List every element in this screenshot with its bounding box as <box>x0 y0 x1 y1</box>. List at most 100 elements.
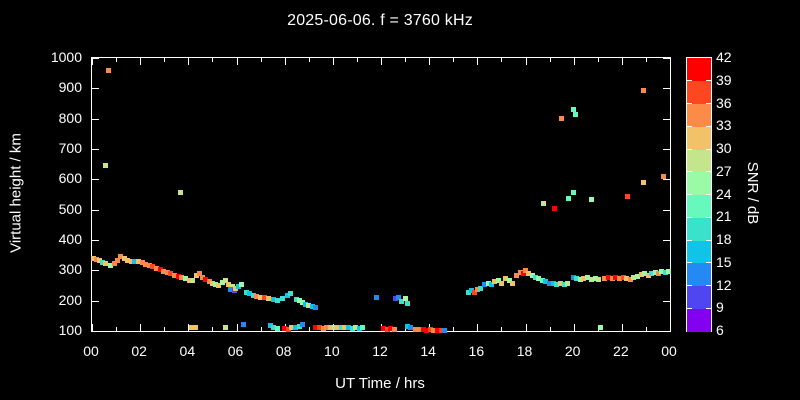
data-point <box>659 268 665 274</box>
data-point <box>503 276 509 282</box>
data-point <box>331 324 337 330</box>
x-major-tick <box>332 58 334 65</box>
colorbar-boundary-tick <box>706 262 711 264</box>
y-major-tick <box>92 330 99 332</box>
data-point <box>435 327 441 333</box>
x-major-tick <box>525 324 527 331</box>
colorbar-boundary-tick <box>706 285 711 286</box>
x-minor-tick <box>645 327 647 331</box>
x-minor-tick <box>308 58 310 62</box>
x-tick-label: 16 <box>468 343 485 359</box>
data-point <box>216 283 222 288</box>
colorbar <box>686 57 712 332</box>
data-point <box>474 287 480 293</box>
data-point <box>559 116 565 122</box>
data-point <box>175 273 181 279</box>
x-major-tick <box>236 58 238 65</box>
data-point <box>566 195 572 201</box>
x-major-tick <box>91 324 93 331</box>
colorbar-boundary-tick <box>687 239 692 241</box>
x-minor-tick <box>211 327 213 331</box>
x-major-tick <box>669 324 671 331</box>
colorbar-tick-label: 33 <box>716 117 732 134</box>
data-point <box>345 325 351 331</box>
x-major-tick <box>380 58 382 65</box>
x-major-tick <box>187 324 189 331</box>
x-tick-label: 06 <box>227 343 244 359</box>
y-major-tick <box>663 87 670 89</box>
data-point <box>289 325 295 331</box>
colorbar-tick-label: 9 <box>716 299 724 316</box>
data-point <box>642 271 648 277</box>
x-minor-tick <box>452 58 454 62</box>
x-minor-tick <box>549 58 551 62</box>
colorbar-boundary-tick <box>706 307 711 309</box>
data-point <box>513 273 519 279</box>
data-point <box>146 263 152 269</box>
data-point <box>107 262 113 268</box>
data-point <box>177 189 183 195</box>
data-point <box>212 282 218 288</box>
x-minor-tick <box>115 58 117 62</box>
data-point <box>239 281 245 287</box>
y-major-tick <box>92 118 99 120</box>
x-minor-tick <box>115 327 117 331</box>
data-point <box>157 267 163 273</box>
data-point <box>193 325 199 331</box>
x-minor-tick <box>260 58 262 62</box>
x-major-tick <box>669 58 671 65</box>
colorbar-segment <box>687 194 711 218</box>
y-major-tick <box>663 178 670 180</box>
data-point <box>342 324 348 330</box>
data-point <box>388 326 394 332</box>
data-point <box>541 201 547 207</box>
data-point <box>241 322 247 328</box>
data-point <box>300 322 306 328</box>
data-point <box>266 295 272 301</box>
y-major-tick <box>663 148 670 150</box>
data-point <box>105 67 111 73</box>
data-point <box>254 293 260 299</box>
data-point <box>588 276 594 282</box>
y-tick-label: 1000 <box>50 49 82 65</box>
data-point <box>206 279 212 285</box>
y-tick-label: 100 <box>58 322 82 338</box>
data-point <box>139 260 145 266</box>
data-point <box>405 300 411 306</box>
y-tick-label: 400 <box>58 231 82 247</box>
data-point <box>303 301 309 307</box>
data-point <box>624 276 630 282</box>
data-point <box>154 265 160 271</box>
data-point <box>223 278 229 284</box>
colorbar-boundary-tick <box>706 80 711 82</box>
data-point <box>233 285 239 291</box>
data-point <box>391 326 397 332</box>
data-point <box>186 277 192 283</box>
data-point <box>324 325 330 331</box>
data-point <box>282 326 288 332</box>
data-point <box>574 276 580 282</box>
data-point <box>349 326 355 332</box>
data-point <box>200 274 206 280</box>
data-point <box>100 259 106 265</box>
x-tick-label: 22 <box>613 343 629 359</box>
y-major-tick <box>92 57 99 59</box>
colorbar-tick-label: 15 <box>716 253 732 270</box>
y-major-tick <box>663 330 670 332</box>
data-point <box>471 290 477 296</box>
colorbar-segment <box>687 262 711 286</box>
data-point <box>111 260 117 266</box>
x-tick-label: 12 <box>372 343 388 359</box>
colorbar-segment <box>687 58 711 82</box>
data-point <box>488 282 494 288</box>
data-point <box>413 326 419 332</box>
colorbar-segment <box>687 240 711 264</box>
data-point <box>398 299 404 305</box>
data-point <box>91 255 97 261</box>
data-point <box>243 289 249 295</box>
y-major-tick <box>663 239 670 241</box>
data-point <box>577 276 583 282</box>
y-major-tick <box>92 148 99 150</box>
colorbar-tick-label: 42 <box>716 49 732 65</box>
